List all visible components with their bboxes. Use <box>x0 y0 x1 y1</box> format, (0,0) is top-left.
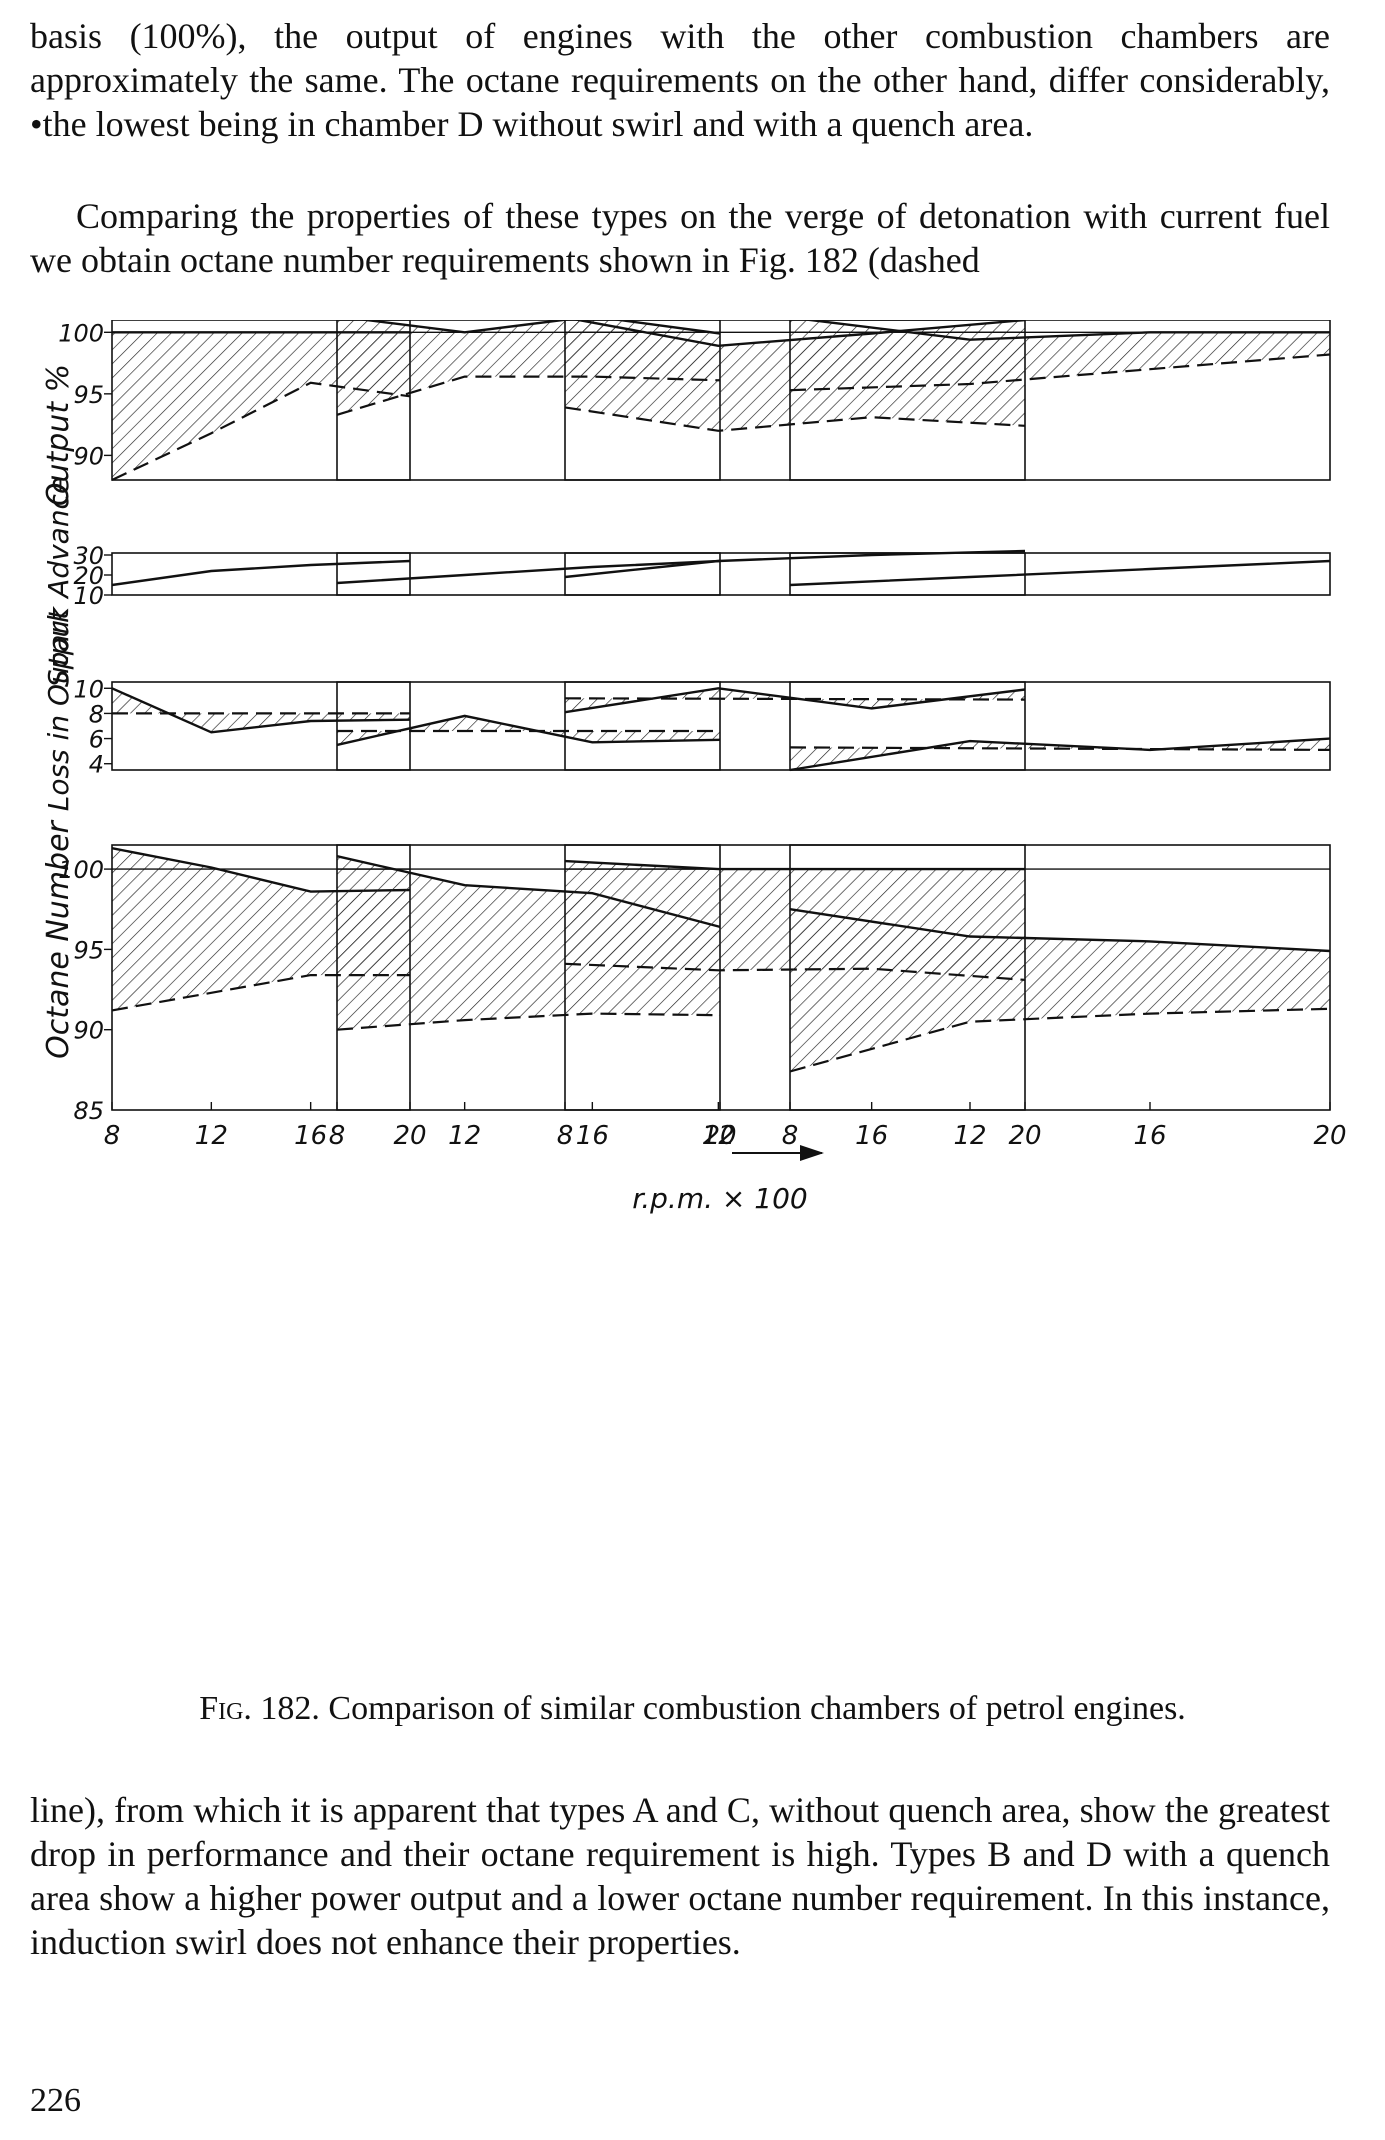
output-y-tick-label: 95 <box>73 381 104 409</box>
output-hatch-a <box>112 332 410 480</box>
spark-advance-frame-c <box>564 552 1026 596</box>
caption-label: Fig. 182. <box>199 1690 320 1727</box>
loss-in-output-y-tick-label: 10 <box>73 675 104 703</box>
octane-number-frame-b <box>336 844 721 1111</box>
loss-in-output-y-tick-label: 6 <box>89 726 104 754</box>
panel-label-b: B <box>518 320 539 322</box>
output-frame-a <box>111 320 411 481</box>
x-tick-label: 8 <box>557 1121 574 1151</box>
ylabel-octane-number: Octane Number <box>41 819 76 1058</box>
output-line-d-dashed <box>789 353 1331 392</box>
loss-in-output-frame-d <box>789 681 1331 771</box>
x-tick-label: 16 <box>1133 1121 1166 1151</box>
spark-advance-frame-a <box>111 552 411 596</box>
paragraph-second: Comparing the properties of these types … <box>30 196 1330 280</box>
spark-advance-line-d <box>789 559 1331 587</box>
figure-caption: Fig. 182. Comparison of similar combusti… <box>0 1690 1385 1728</box>
octane-number-line-d-solid <box>789 908 1331 953</box>
x-tick-label: 8 <box>104 1121 121 1151</box>
x-tick-label: 16 <box>294 1121 327 1151</box>
output-line-b-solid <box>356 320 721 335</box>
caption-text: Comparison of similar combustion chamber… <box>328 1690 1186 1727</box>
output-hatch-d <box>790 320 1330 391</box>
loss-in-output-line-d-dashed <box>789 746 1331 751</box>
output-frame-d <box>789 320 1331 481</box>
xlabel: r.p.m. × 100 <box>632 1182 807 1215</box>
octane-number-y-tick-label: 100 <box>58 856 104 884</box>
figure-chart: ABCD909510010203046810812162081216208121… <box>41 320 1347 1215</box>
x-tick-label: 20 <box>1008 1121 1041 1151</box>
octane-number-hatch-a <box>112 848 410 1011</box>
spark-advance-y-tick-label: 20 <box>73 562 104 590</box>
page-number: 226 <box>30 2082 81 2119</box>
output-line-d-solid <box>800 320 1330 341</box>
octane-number-frame-d <box>789 844 1331 1111</box>
panel-label-a: A <box>249 320 272 322</box>
loss-in-output-hatch-b <box>337 715 720 745</box>
ylabel-spark-advance: Spark Advance <box>42 477 75 687</box>
x-tick-label: 20 <box>703 1121 736 1151</box>
ylabel-loss-in-output: Loss in Output <box>42 608 75 812</box>
x-tick-label: 12 <box>702 1121 735 1151</box>
loss-in-output-line-d-solid <box>789 737 1331 772</box>
loss-in-output-y-tick-label: 8 <box>89 700 104 728</box>
x-tick-label: 12 <box>953 1121 986 1151</box>
octane-number-line-b-dashed <box>336 1012 721 1031</box>
octane-number-y-tick-label: 85 <box>73 1097 104 1125</box>
loss-in-output-y-tick-label: 4 <box>89 751 104 779</box>
loss-in-output-frame-b <box>336 681 721 771</box>
spark-advance-frame-d <box>789 552 1331 596</box>
x-tick-label: 8 <box>782 1121 799 1151</box>
x-tick-label: 16 <box>576 1121 609 1151</box>
octane-number-y-tick-label: 90 <box>73 1017 104 1045</box>
loss-in-output-frame-a <box>111 681 411 771</box>
octane-number-y-tick-label: 95 <box>73 936 104 964</box>
x-tick-label: 12 <box>195 1121 228 1151</box>
octane-number-line-d-dashed <box>789 1007 1331 1073</box>
spark-advance-y-tick-label: 10 <box>73 582 104 610</box>
octane-number-hatch-d <box>790 909 1330 1072</box>
paragraph-top: basis (100%), the output of engines with… <box>30 16 1330 144</box>
x-tick-label: 20 <box>1313 1121 1346 1151</box>
x-tick-label: 8 <box>329 1121 346 1151</box>
spark-advance-line-b <box>336 559 721 585</box>
spark-advance-y-tick-label: 30 <box>73 542 104 570</box>
output-y-tick-label: 90 <box>73 442 104 470</box>
loss-in-output-line-a-solid <box>111 687 411 734</box>
x-tick-label: 12 <box>448 1121 481 1151</box>
spark-advance-line-a <box>111 559 411 587</box>
panel-label-d: D <box>1048 320 1071 322</box>
x-tick-label: 20 <box>393 1121 426 1151</box>
loss-in-output-line-c-dashed <box>564 697 1026 701</box>
ylabel-output: Output % <box>41 364 76 506</box>
output-y-tick-label: 100 <box>58 320 104 347</box>
output-line-c-dashed <box>564 406 1026 432</box>
paragraph-bottom: line), from which it is apparent that ty… <box>30 1790 1330 1962</box>
octane-number-hatch-b <box>337 856 720 1030</box>
x-tick-label: 16 <box>855 1121 888 1151</box>
spark-advance-frame-b <box>336 552 721 596</box>
